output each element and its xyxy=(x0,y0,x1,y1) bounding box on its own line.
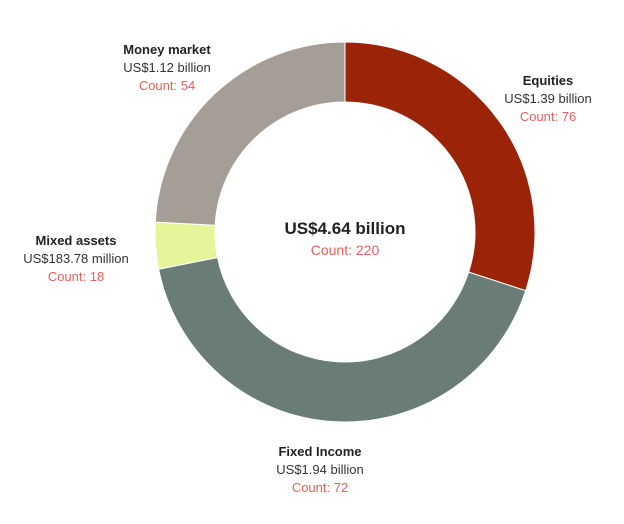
label-mixed-assets-name: Mixed assets xyxy=(35,233,117,248)
label-equities: Equities US$1.39 billion Count: 76 xyxy=(485,72,611,126)
label-money-market-count: Count: 54 xyxy=(138,78,196,93)
slice-money-market xyxy=(154,41,346,226)
label-mixed-assets: Mixed assets US$183.78 million Count: 18 xyxy=(8,232,144,286)
label-mixed-assets-amount: US$183.78 million xyxy=(23,251,129,266)
label-fixed-income-count: Count: 72 xyxy=(291,480,349,495)
label-mixed-assets-count: Count: 18 xyxy=(47,269,105,284)
slice-fixed-income xyxy=(158,256,527,423)
label-fixed-income-name: Fixed Income xyxy=(278,444,362,459)
center-summary: US$4.64 billion Count: 220 xyxy=(245,218,445,260)
label-fixed-income-amount: US$1.94 billion xyxy=(276,462,364,477)
label-money-market-amount: US$1.12 billion xyxy=(123,60,211,75)
center-total: US$4.64 billion xyxy=(284,219,406,238)
label-fixed-income: Fixed Income US$1.94 billion Count: 72 xyxy=(250,443,390,497)
label-money-market: Money market US$1.12 billion Count: 54 xyxy=(104,41,230,95)
slice-equities xyxy=(344,41,536,292)
label-equities-name: Equities xyxy=(522,73,574,88)
center-count: Count: 220 xyxy=(310,242,380,258)
label-equities-amount: US$1.39 billion xyxy=(504,91,592,106)
label-equities-count: Count: 76 xyxy=(519,109,577,124)
label-money-market-name: Money market xyxy=(123,42,211,57)
